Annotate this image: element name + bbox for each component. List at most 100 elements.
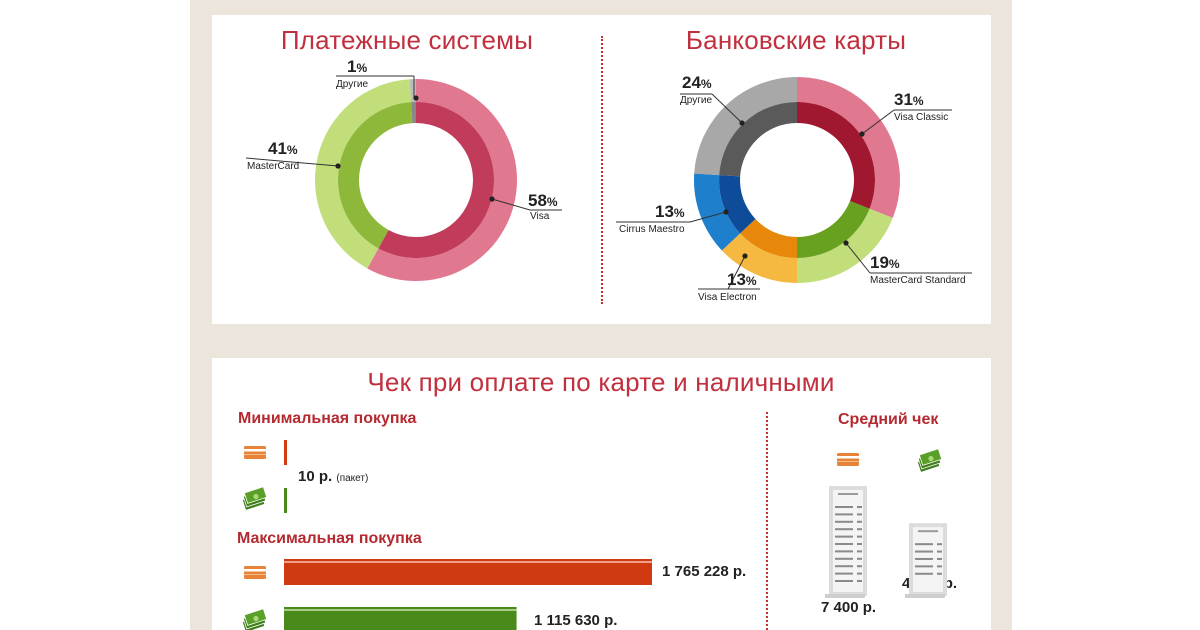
chart-title-bank-cards: Банковские карты [685,25,907,55]
banknotes-icon [916,448,943,473]
donut-1-slice-outer-другие [694,77,797,176]
min-purchase-note: (пакет) [336,473,369,484]
max-card-bar-highlight [284,561,652,563]
donut-0-leader-dot [335,163,341,169]
receipt-row-amount [857,543,862,545]
receipt-paper [833,490,863,592]
pct-unit: % [356,61,368,75]
receipt-row-amount [857,565,862,568]
receipt-row-amount [937,550,942,553]
receipt-row-amount [937,565,942,568]
credit-card-icon [837,453,859,466]
pct-unit: % [888,257,900,271]
pct-number: 58 [528,191,547,210]
donut-0-leader [245,157,339,167]
donut-0-slice-inner-visa [378,102,495,259]
label-value-visa-classic: 31% [894,91,924,109]
pct-number: 1 [347,57,357,76]
label-value-other-cards: 24% [682,74,712,92]
receipt-row [835,550,853,553]
avg-card-value-label: 7 400 р. [821,599,877,616]
max-card-value-label: 1 765 228 р. [662,563,747,580]
donut-1-leader-dot [723,209,729,215]
donut-0-leader [491,198,531,211]
donut-0-slice-outer-visa [367,79,517,281]
pct-number: 13 [655,202,674,221]
heading-min-purchase: Минимальная покупка [238,410,417,427]
heading-max-purchase: Максимальная покупка [237,530,422,547]
bottom-divider [766,412,768,630]
receipt-row-amount [857,572,862,575]
label-name-mastercard-standard: MasterCard Standard [870,275,966,286]
label-value-visa: 58% [528,192,558,210]
receipt-row [915,572,933,575]
min-cash-bar [284,488,287,513]
pct-number: 13 [727,270,746,289]
label-name-visa-electron: Visa Electron [698,292,757,303]
receipt-row-amount [857,520,862,523]
donut-0-leader-dot [413,95,419,101]
receipt-row [835,565,853,568]
max-cash-value-label: 1 115 630 р. [534,612,618,629]
banknotes-icon [241,608,268,630]
donut-1-leader [845,242,871,274]
receipt-row-amount [857,550,862,553]
max-card-bar [284,559,652,585]
pct-unit: % [700,77,712,91]
max-cash-bar-highlight [284,609,517,611]
donut-1-leader [711,93,743,124]
receipt-row [835,572,853,575]
donut-1-slice-outer-mastercard-standard [797,208,893,283]
donut-1-slice-inner-visa-classic [797,102,875,209]
pct-unit: % [745,274,757,288]
receipt-row-amount [857,528,862,531]
label-name-visa-classic: Visa Classic [894,112,949,123]
receipt-row [915,543,933,546]
receipt-row [835,513,853,516]
receipt-header-line [918,530,938,533]
donut-1-leader-dot [859,131,865,137]
receipt-row [915,557,933,560]
donut-1-leader [727,255,746,290]
min-purchase-label: 10 р. (пакет) [298,468,368,485]
donut-0-slice-inner-mastercard [337,102,413,249]
label-value-mastercard: 41% [268,140,298,158]
receipt-header-line [838,493,858,495]
receipt-row [915,550,933,553]
label-value-mastercard-standard: 19% [870,254,900,272]
receipt-row-amount [857,513,862,516]
label-name-visa: Visa [530,211,550,222]
receipt-row-amount [857,506,862,508]
receipt-row-amount [937,572,942,575]
receipt-row [835,520,853,523]
receipt-row [835,506,853,508]
label-value-cirrus-maestro: 13% [655,203,685,221]
heading-average-check: Средний чек [838,411,939,428]
pct-number: 19 [870,253,889,272]
pct-number: 24 [682,73,701,92]
donut-1-slice-inner-mastercard-standard [797,200,870,258]
donut-1-leader [861,109,895,135]
avg-cash-receipt [905,523,947,598]
receipt-row-amount [857,557,862,560]
receipt-row [835,528,853,531]
credit-card-icon [244,566,266,579]
donut-1-leader [689,211,727,223]
label-name-other-cards: Другие [680,95,713,106]
donut-1-slice-inner-visa-electron [740,219,797,258]
donut-1-slice-outer-cirrus-maestro [694,173,741,251]
receipt-base [825,594,865,598]
label-name-cirrus-maestro: Cirrus Maestro [619,224,685,235]
max-cash-bar [284,607,517,630]
receipt-row [835,580,853,582]
top-divider [601,36,603,304]
receipt-row-amount [937,543,942,546]
donut-1-slice-outer-visa-electron [721,233,797,283]
receipt-row-amount [857,535,862,538]
label-name-mastercard: MasterCard [247,161,300,172]
avg-card-receipt [825,486,867,598]
chart-title-receipts: Чек при оплате по карте и наличными [367,367,835,397]
pct-unit: % [286,143,298,157]
receipt-row [835,543,853,545]
